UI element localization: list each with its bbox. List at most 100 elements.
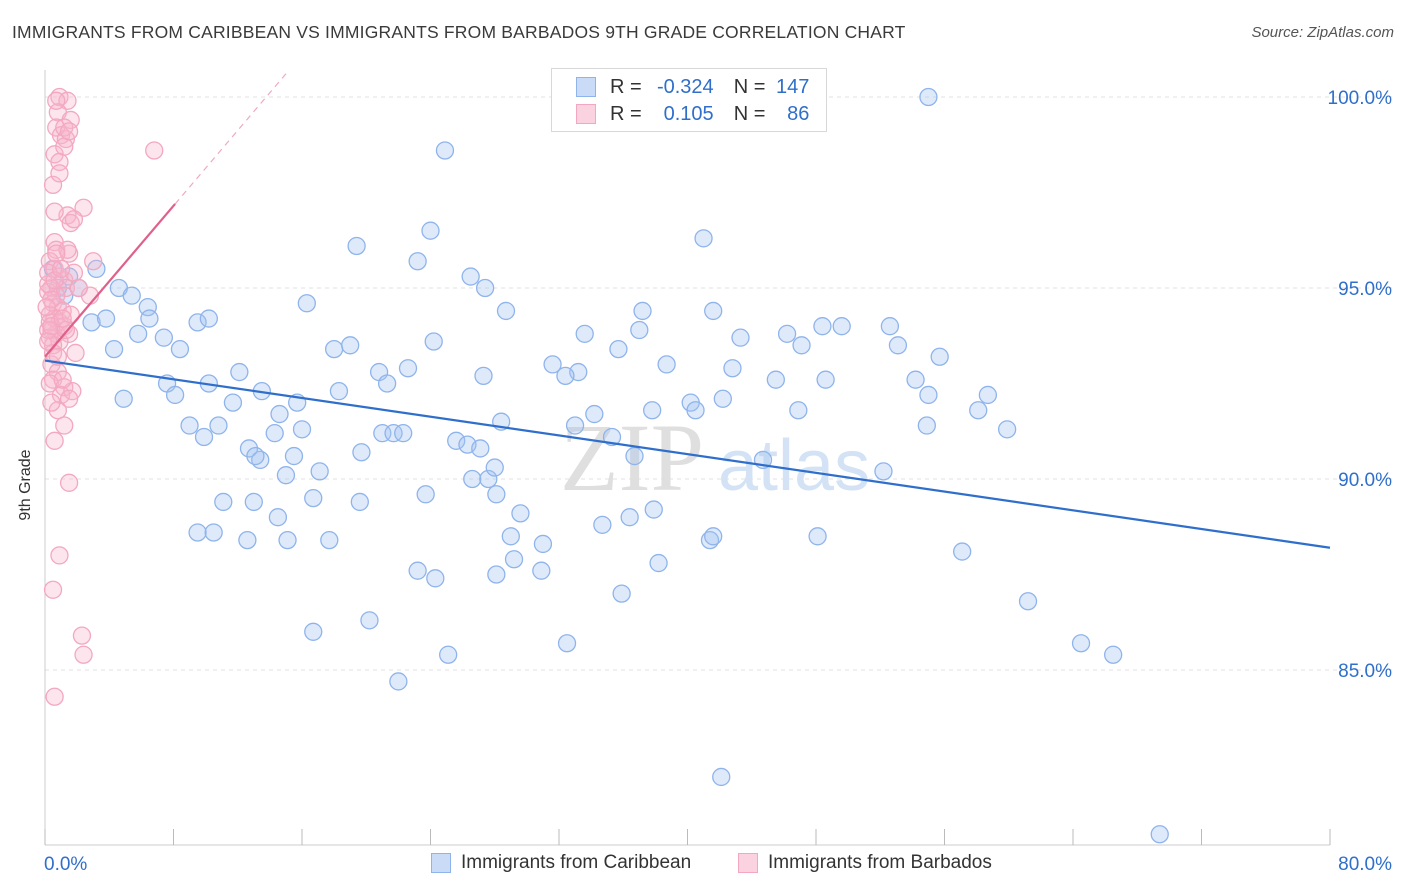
barbados-point [51, 259, 71, 279]
caribbean-point [633, 301, 652, 321]
caribbean-point [731, 328, 750, 347]
caribbean-point [997, 420, 1017, 439]
caribbean-point [565, 416, 585, 435]
caribbean-point [609, 339, 628, 359]
grid-lines [45, 96, 1392, 671]
caribbean-point [270, 404, 289, 424]
n-label: N = [733, 75, 766, 98]
y-tick-label: 85.0% [1338, 661, 1392, 682]
barbados-point [55, 416, 74, 435]
barbados-point [45, 202, 64, 221]
caribbean-point [461, 267, 480, 286]
caribbean-point [777, 324, 797, 343]
x-tick-label: 80.0% [1338, 854, 1392, 875]
series-caribbean [43, 87, 1169, 844]
legend-item-caribbean: Immigrants from Caribbean [431, 852, 691, 874]
caribbean-point [463, 469, 482, 489]
barbados-swatch [576, 104, 596, 124]
barbados-legend-swatch [738, 853, 758, 873]
caribbean-point [575, 324, 594, 343]
caribbean-point [704, 527, 723, 546]
y-tick-label: 100.0% [1328, 88, 1393, 109]
caribbean-point [501, 527, 520, 546]
caribbean-point [329, 381, 349, 401]
caribbean-point [244, 492, 263, 512]
chart-title: IMMIGRANTS FROM CARIBBEAN VS IMMIGRANTS … [12, 22, 906, 42]
r-label: R = [610, 75, 642, 98]
barbados-point [72, 626, 92, 645]
caribbean-point [1104, 645, 1123, 664]
caribbean-point [792, 336, 811, 355]
caribbean-point [479, 469, 498, 489]
caribbean-point [474, 366, 493, 386]
caribbean-point [165, 385, 185, 405]
caribbean-point [170, 339, 190, 359]
legend-item-barbados: Immigrants from Barbados [738, 852, 992, 874]
caribbean-point [384, 424, 403, 443]
series-barbados [37, 87, 164, 706]
axes [44, 70, 1331, 846]
y-tick-label: 90.0% [1338, 470, 1392, 491]
watermark-atlas: atlas [718, 426, 870, 506]
caribbean-point [352, 443, 371, 462]
caribbean-point [350, 492, 369, 512]
caribbean-point [398, 359, 418, 378]
caribbean-point [408, 561, 427, 580]
caribbean-point [496, 301, 516, 321]
caribbean-point [713, 389, 732, 408]
barbados-point [47, 91, 66, 110]
caribbean-point [194, 427, 214, 447]
n-value: 86 [787, 102, 810, 125]
caribbean-point [304, 622, 323, 641]
caribbean-point [504, 550, 524, 569]
caribbean-point [816, 370, 835, 389]
caribbean-point [278, 530, 297, 550]
barbados-point [50, 546, 69, 565]
caribbean-point [1018, 592, 1038, 611]
caribbean-point [723, 359, 742, 378]
caribbean-point [1150, 825, 1169, 844]
caribbean-point [1071, 634, 1091, 653]
caribbean-point [471, 439, 490, 458]
caribbean-point [630, 320, 649, 340]
caribbean-point [188, 313, 207, 332]
caribbean-point [424, 332, 443, 351]
caribbean-point [209, 416, 228, 435]
caribbean-point [532, 561, 551, 580]
caribbean-point [649, 553, 668, 573]
caribbean-point [917, 416, 936, 435]
stats-row-barbados: R = 0.105 N = 86 [576, 101, 809, 127]
caribbean-point [556, 366, 575, 386]
caribbean-point [188, 523, 207, 542]
barbados-point [37, 297, 56, 317]
r-value: 0.105 [663, 102, 714, 125]
tick-labels: 85.0% 90.0% 95.0% 100.0% 0.0% 80.0% [44, 88, 1392, 875]
watermark-zip: ZIP [560, 404, 704, 511]
caribbean-point [138, 297, 157, 317]
barbados-point [55, 137, 74, 156]
caribbean-point [114, 389, 133, 408]
barbados-point [42, 393, 61, 412]
barbados-point [58, 240, 77, 259]
caribbean-point [140, 309, 159, 328]
caribbean-point [199, 309, 218, 328]
watermark: ZIP atlas [560, 404, 870, 511]
caribbean-point [435, 141, 455, 160]
barbados-point [59, 122, 79, 141]
caribbean-point [602, 427, 622, 447]
caribbean-point [246, 446, 265, 466]
barbados-point [69, 278, 88, 298]
caribbean-point [265, 424, 284, 443]
caribbean-point [377, 374, 397, 393]
caribbean-point [204, 523, 223, 542]
barbados-point [145, 141, 164, 160]
barbados-point [59, 473, 79, 492]
legend-label-caribbean: Immigrants from Caribbean [461, 852, 692, 873]
caribbean-point [766, 370, 785, 389]
caribbean-point [238, 530, 257, 550]
caribbean-point [304, 488, 323, 508]
caribbean-point [888, 336, 908, 355]
caribbean-point [389, 672, 408, 691]
barbados-trend-line [44, 203, 176, 358]
caribbean-point [320, 530, 339, 550]
